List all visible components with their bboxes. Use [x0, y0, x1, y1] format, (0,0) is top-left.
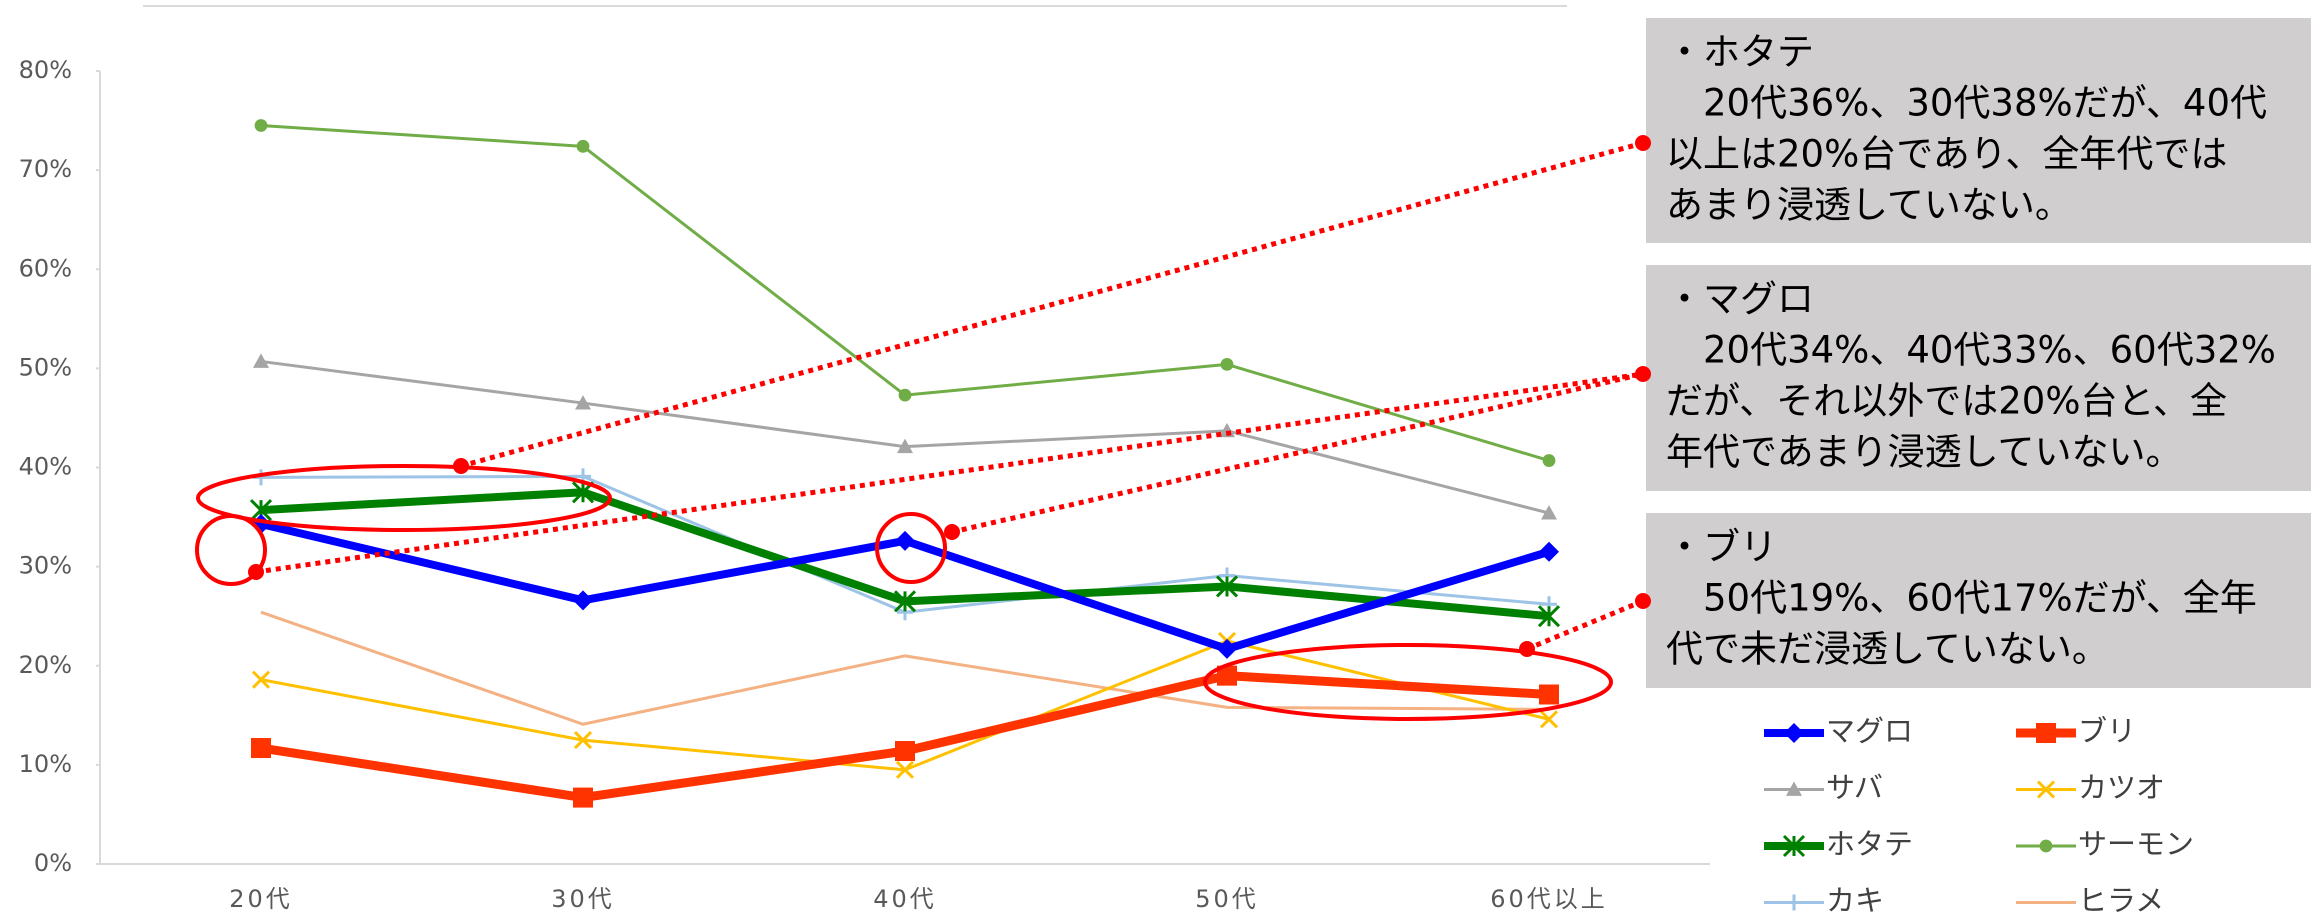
y-tick-label: 70% [19, 155, 72, 183]
callout-dot [248, 564, 264, 580]
annotation-text: だが、それ以外では20%台と、全 [1666, 380, 2227, 423]
y-tick-label: 60% [19, 254, 72, 282]
legend-label: ホタテ [1826, 827, 1913, 861]
annotation-text: 50代19%、60代17%だが、全年 [1666, 577, 2257, 620]
callout-dot [1519, 641, 1535, 657]
y-tick-label: 10% [19, 750, 72, 778]
marker [895, 760, 915, 779]
marker [576, 139, 590, 153]
annotation-text: 年代であまり浸透していない。 [1666, 431, 2183, 474]
callout-line [951, 371, 1644, 535]
marker [573, 787, 593, 808]
y-tick-label: 50% [19, 353, 72, 381]
legend-label: ヒラメ [2078, 884, 2164, 917]
marker [1786, 894, 1802, 911]
marker [1784, 723, 1804, 743]
marker [893, 590, 917, 613]
marker [1539, 710, 1559, 729]
legend-label: ブリ [2078, 714, 2136, 748]
marker [1217, 665, 1237, 686]
series-line [260, 671, 1550, 803]
series-line [260, 610, 1550, 726]
marker [254, 119, 268, 132]
highlight-ellipse [196, 464, 612, 532]
marker [1537, 605, 1561, 628]
marker [895, 530, 915, 551]
callout-dot [944, 524, 960, 540]
series [253, 353, 1557, 520]
annotation-box [1646, 18, 2311, 243]
marker [575, 395, 591, 410]
y-tick-label: 0% [34, 849, 72, 877]
legend-label: カツオ [2078, 771, 2165, 805]
marker [2036, 780, 2056, 799]
annotation-box [1646, 513, 2311, 688]
callout-dot [1635, 366, 1651, 382]
marker [1542, 454, 1556, 467]
callouts [195, 135, 1651, 721]
highlight-circle [195, 514, 267, 586]
marker [253, 353, 269, 368]
annotation-text: ・ブリ [1666, 526, 1777, 569]
marker [1217, 638, 1237, 659]
marker [1539, 541, 1559, 562]
highlight-ellipse [1203, 643, 1613, 721]
series [254, 119, 1556, 467]
marker [2036, 723, 2056, 743]
marker [898, 388, 912, 402]
annotations: ・ホタテ 20代36%、30代38%だが、40代以上は20%台であり、全年代では… [1646, 18, 2311, 688]
series-line [260, 124, 1550, 462]
marker [1786, 781, 1802, 796]
annotation-text: ・マグロ [1666, 278, 1814, 321]
legend-label: カキ [1826, 884, 1884, 917]
marker [573, 590, 593, 611]
series [251, 665, 1559, 808]
marker [1782, 834, 1806, 858]
marker [1220, 358, 1234, 371]
marker [1541, 505, 1557, 520]
marker [895, 740, 915, 761]
annotation-box [1646, 265, 2311, 491]
callout-line [255, 371, 1644, 575]
legend-label: マグロ [1826, 714, 1913, 748]
callout-dot [453, 458, 469, 474]
legend-label: サバ [1826, 771, 1883, 805]
marker [2039, 839, 2053, 853]
callout-line [1526, 598, 1644, 652]
marker [1215, 575, 1239, 598]
marker [897, 438, 913, 454]
annotation-text: 代で未だ浸透していない。 [1666, 628, 2109, 671]
series [251, 631, 1559, 779]
marker [251, 738, 271, 759]
annotation-text: 20代36%、30代38%だが、40代 [1666, 82, 2267, 125]
annotation-text: ・ホタテ [1666, 31, 1814, 74]
marker [251, 670, 271, 689]
x-tick-label: 30代 [551, 885, 615, 913]
y-tick-label: 40% [19, 453, 72, 481]
marker [573, 731, 593, 750]
annotation-text: 以上は20%台であり、全年代では [1666, 133, 2227, 176]
series [260, 610, 1550, 726]
x-tick-label: 40代 [873, 885, 937, 913]
marker [1539, 684, 1559, 705]
x-tick-label: 20代 [229, 885, 293, 913]
x-tick-label: 60代以上 [1490, 885, 1608, 913]
highlight-circle [875, 512, 947, 584]
callout-dot [1635, 593, 1651, 609]
x-tick-label: 50代 [1195, 885, 1259, 913]
y-tick-label: 80% [19, 56, 72, 84]
callout-line [460, 140, 1644, 469]
annotation-text: 20代34%、40代33%、60代32% [1666, 329, 2276, 372]
annotation-text: あまり浸透していない。 [1666, 184, 2072, 227]
y-tick-label: 20% [19, 651, 72, 679]
callout-dot [1635, 135, 1651, 151]
legend-label: サーモン [2078, 827, 2194, 861]
y-tick-label: 30% [19, 552, 72, 580]
